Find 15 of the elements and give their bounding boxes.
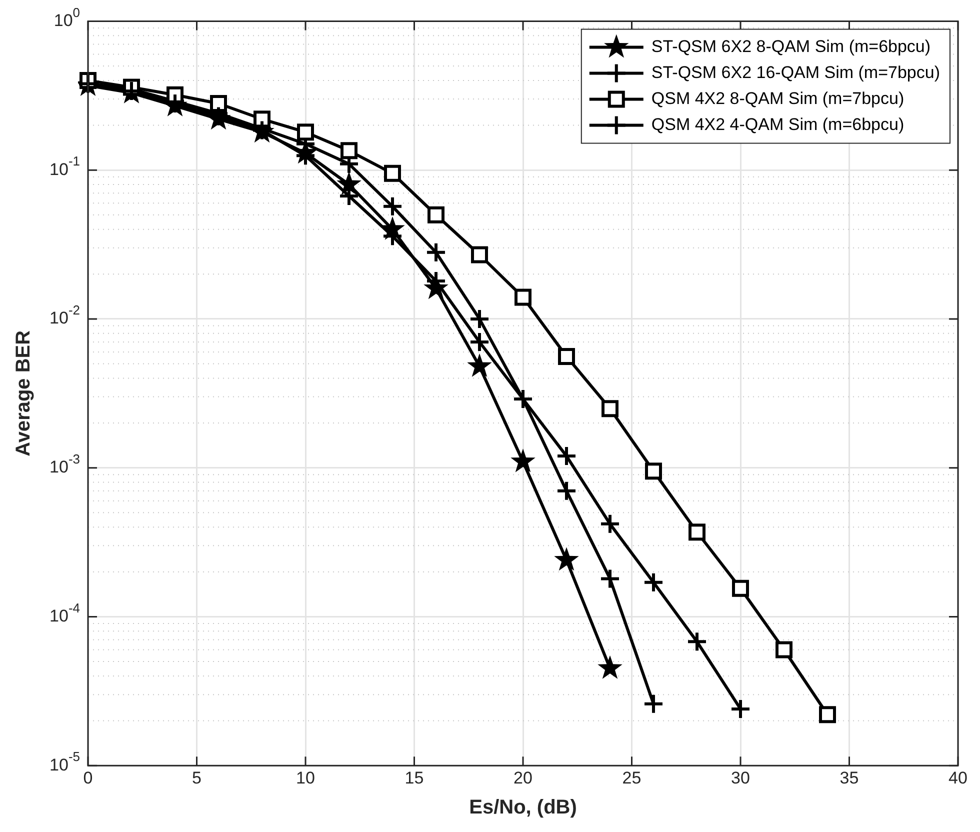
legend-label: QSM 4X2 8-QAM Sim (m=7bpcu) <box>651 88 904 108</box>
x-tick-label: 35 <box>840 768 859 788</box>
y-axis-title: Average BER <box>12 330 35 456</box>
legend-label: ST-QSM 6X2 8-QAM Sim (m=6bpcu) <box>651 36 931 56</box>
x-tick-label: 20 <box>514 768 532 788</box>
legend-label: ST-QSM 6X2 16-QAM Sim (m=7bpcu) <box>651 62 940 82</box>
x-tick-label: 5 <box>192 768 202 788</box>
x-tick-label: 0 <box>83 768 93 788</box>
x-tick-label: 10 <box>296 768 315 788</box>
x-tick-label: 15 <box>404 768 424 788</box>
x-tick-label: 25 <box>622 768 642 788</box>
x-tick-label: 30 <box>731 768 750 788</box>
legend-label: QSM 4X2 4-QAM Sim (m=6bpcu) <box>651 114 904 134</box>
x-axis-title: Es/No, (dB) <box>469 796 577 819</box>
x-tick-label: 40 <box>948 768 968 788</box>
